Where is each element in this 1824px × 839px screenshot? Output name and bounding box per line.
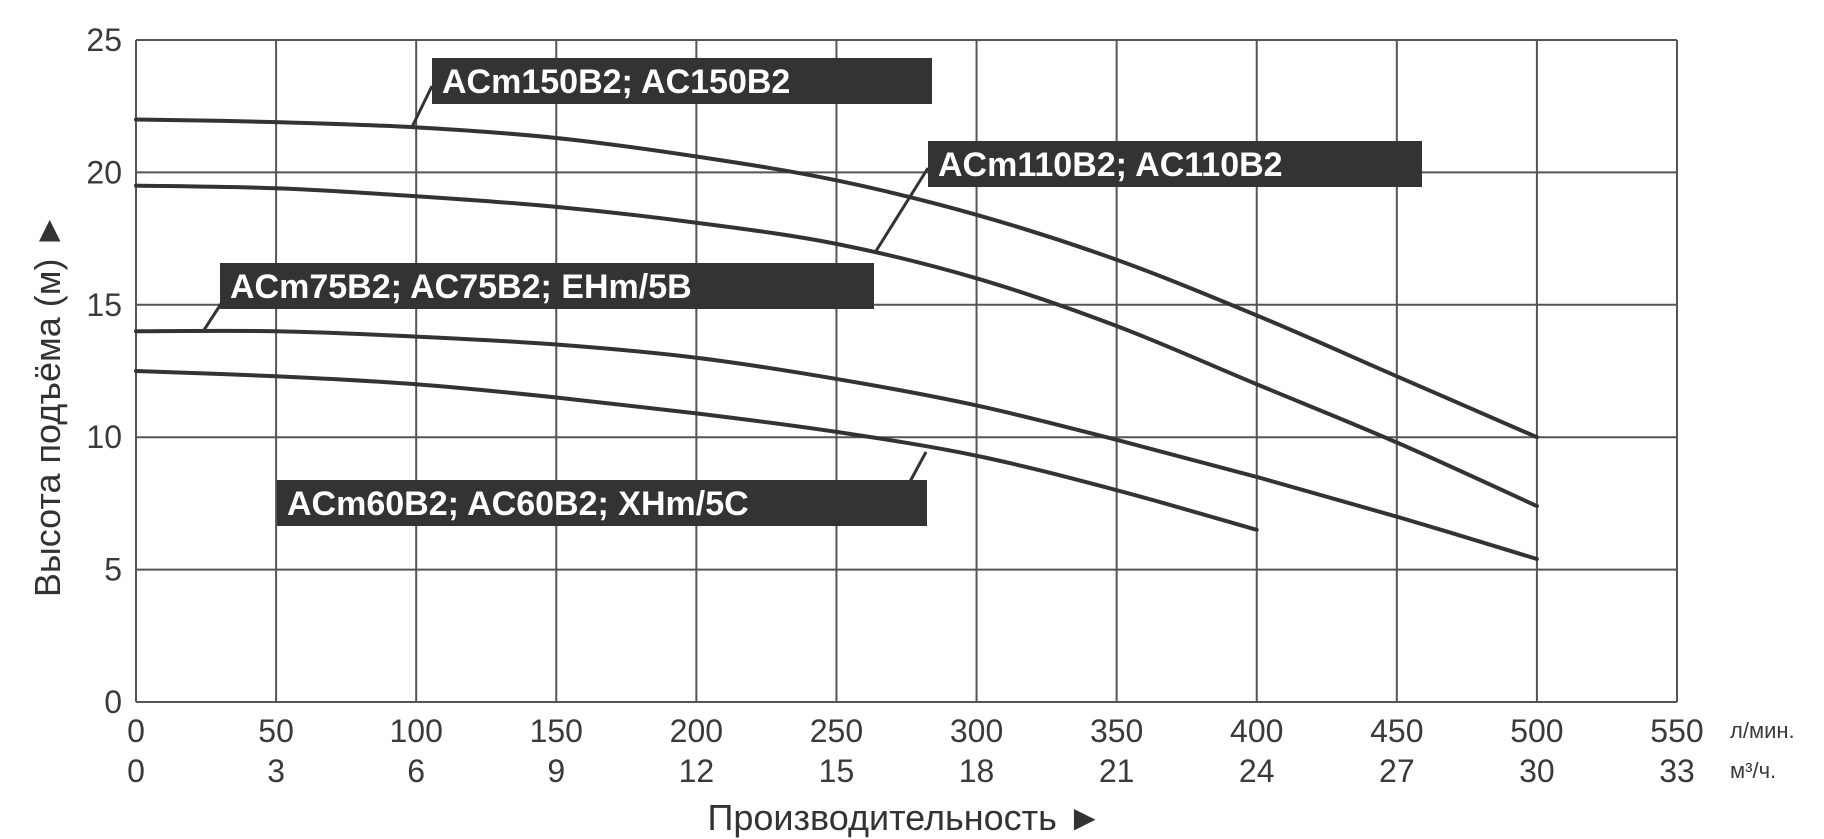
x-tick-label: 400 [1230,713,1283,749]
series-label-box [432,58,932,104]
y-tick-label: 5 [104,552,122,588]
axis-ticks: 0050310061509200122501530018350214002445… [86,22,1794,789]
x2-tick-label: 27 [1379,753,1415,789]
x-axis-title: Производительность ► [707,797,1102,838]
x-tick-label: 500 [1510,713,1563,749]
series-labels: ACm150B2; AC150B2 ACm110B2; AC110B2 ACm75B… [202,58,1422,526]
y-tick-label: 0 [104,684,122,720]
x-tick-label: 450 [1370,713,1423,749]
x-tick-label: 100 [389,713,442,749]
series-label: ACm75B2; AC75B2; EHm/5B [230,268,692,306]
y-tick-label: 20 [86,154,122,190]
x-tick-label: 0 [127,713,145,749]
series-label: ACm60B2; AC60B2; XHm/5C [287,485,749,523]
series-label-box [928,141,1422,187]
x2-tick-label: 0 [127,753,145,789]
y-axis-title: Высота подъёма (м) ► [27,213,68,597]
series-line [134,369,1259,532]
x2-tick-label: 21 [1099,753,1135,789]
x2-tick-label: 30 [1519,753,1555,789]
x2-tick-label: 6 [407,753,425,789]
x-tick-label: 250 [810,713,863,749]
x2-tick-label: 9 [547,753,565,789]
x2-tick-label: 15 [819,753,855,789]
series-label: ACm150B2; AC150B2 [442,63,790,101]
y-tick-label: 10 [86,419,122,455]
x-tick-label: 550 [1650,713,1703,749]
series-label-box [277,480,927,526]
x2-tick-label: 33 [1659,753,1695,789]
x2-tick-label: 24 [1239,753,1275,789]
x-unit-label: л/мин. [1730,718,1795,743]
x-tick-label: 150 [530,713,583,749]
x-tick-label: 50 [258,713,294,749]
series-label: ACm110B2; AC110B2 [938,146,1283,184]
x2-unit-label: м³/ч. [1730,758,1776,783]
x2-tick-label: 12 [679,753,715,789]
y-tick-label: 25 [86,22,122,58]
y-tick-label: 15 [86,287,122,323]
x-tick-label: 200 [670,713,723,749]
curves [134,117,1539,562]
series-label-box [220,263,874,309]
x2-tick-label: 18 [959,753,995,789]
series-line [134,328,1539,562]
x-tick-label: 350 [1090,713,1143,749]
x2-tick-label: 3 [267,753,285,789]
label-leader-line [410,85,434,128]
label-leader-line [874,167,930,252]
x-tick-label: 300 [950,713,1003,749]
grid [135,39,1678,703]
series-line [134,183,1539,509]
series-line [134,117,1539,440]
